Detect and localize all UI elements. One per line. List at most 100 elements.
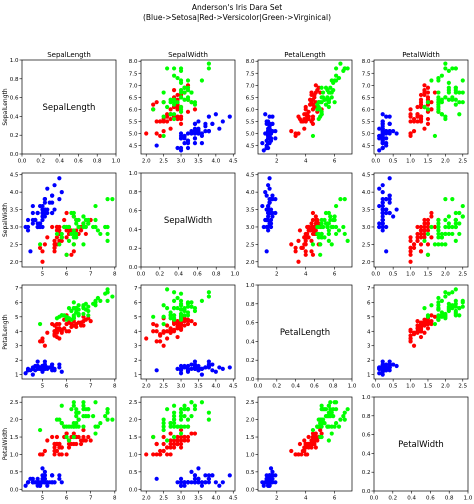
point-versicolor	[178, 326, 184, 331]
point-virginica	[71, 314, 76, 319]
point-virginica	[206, 294, 211, 299]
point-versicolor	[309, 238, 314, 243]
point-virginica	[422, 104, 427, 110]
point-virginica	[453, 238, 458, 243]
point-virginica	[453, 90, 458, 95]
point-versicolor	[422, 224, 427, 230]
point-virginica	[453, 304, 458, 309]
point-setosa	[273, 136, 278, 141]
point-versicolor	[151, 452, 156, 457]
point-setosa	[59, 480, 64, 485]
point-setosa	[213, 112, 218, 117]
point-virginica	[105, 231, 110, 237]
point-virginica	[422, 238, 427, 243]
point-virginica	[325, 97, 330, 102]
point-virginica	[329, 431, 334, 436]
point-versicolor	[418, 92, 424, 98]
point-setosa	[267, 186, 272, 191]
point-virginica	[331, 414, 336, 419]
x-tick-label: 0.6	[193, 272, 202, 278]
y-tick-label: 2.0	[10, 260, 19, 266]
point-virginica	[446, 90, 451, 95]
point-virginica	[182, 424, 187, 429]
y-tick-label: 2.0	[362, 260, 371, 266]
y-tick-label: 0.0	[246, 487, 255, 493]
column-title-petallength: PetalLength	[284, 51, 325, 59]
y-tick-label: 1.0	[246, 283, 255, 289]
point-virginica	[206, 66, 211, 71]
point-setosa	[52, 207, 57, 212]
point-versicolor	[306, 445, 311, 450]
point-virginica	[323, 414, 329, 419]
point-versicolor	[411, 119, 417, 124]
point-setosa	[182, 483, 187, 488]
point-setosa	[387, 365, 392, 370]
x-tick-label: 0.8	[329, 384, 338, 390]
point-virginica	[59, 403, 64, 408]
point-setosa	[266, 131, 271, 136]
y-tick-label: 8.0	[246, 59, 255, 65]
point-setosa	[267, 176, 272, 181]
point-setosa	[57, 176, 62, 181]
point-setosa	[217, 365, 222, 370]
point-virginica	[171, 403, 177, 408]
point-versicolor	[64, 431, 69, 436]
point-virginica	[178, 407, 184, 412]
point-setosa	[260, 141, 265, 146]
point-virginica	[450, 290, 455, 295]
subplot-frame	[257, 284, 353, 380]
point-setosa	[25, 228, 31, 233]
point-virginica	[71, 434, 76, 440]
point-versicolor	[144, 452, 149, 457]
point-setosa	[154, 143, 159, 148]
point-versicolor	[66, 329, 72, 334]
point-versicolor	[425, 121, 431, 126]
point-virginica	[161, 100, 166, 105]
point-versicolor	[425, 95, 431, 100]
point-virginica	[457, 210, 462, 216]
point-versicolor	[408, 107, 413, 112]
point-setosa	[264, 119, 269, 124]
x-tick-label: 5	[41, 496, 45, 502]
subplot-frame	[373, 284, 469, 380]
point-versicolor	[408, 235, 413, 240]
point-virginica	[81, 414, 86, 419]
point-versicolor	[178, 114, 184, 119]
point-virginica	[185, 88, 191, 93]
x-tick-label: 6	[65, 496, 69, 502]
point-versicolor	[154, 323, 159, 328]
point-versicolor	[425, 90, 431, 95]
x-tick-label: 2.0	[441, 272, 450, 278]
point-setosa	[270, 121, 275, 126]
point-virginica	[81, 424, 86, 429]
point-setosa	[380, 221, 385, 226]
point-setosa	[199, 483, 205, 488]
point-setosa	[380, 112, 385, 117]
point-versicolor	[57, 327, 62, 332]
point-virginica	[425, 252, 431, 257]
point-versicolor	[422, 88, 427, 93]
point-virginica	[175, 306, 180, 311]
point-setosa	[42, 197, 47, 202]
point-setosa	[384, 210, 389, 216]
point-versicolor	[69, 324, 74, 330]
point-virginica	[151, 107, 156, 112]
point-virginica	[182, 313, 187, 318]
point-virginica	[171, 116, 177, 122]
point-setosa	[267, 124, 272, 129]
point-versicolor	[62, 217, 67, 223]
point-virginica	[318, 100, 323, 105]
point-virginica	[336, 424, 342, 429]
point-setosa	[380, 203, 385, 209]
y-tick-label: 0.2	[362, 470, 371, 476]
point-virginica	[436, 231, 441, 237]
point-versicolor	[293, 452, 298, 457]
x-tick-label: 0.8	[212, 272, 221, 278]
point-versicolor	[289, 242, 294, 247]
y-tick-label: 7.5	[129, 71, 138, 77]
point-virginica	[450, 231, 455, 237]
point-versicolor	[415, 323, 420, 328]
point-setosa	[185, 366, 191, 371]
point-virginica	[333, 407, 339, 412]
point-versicolor	[305, 231, 310, 237]
